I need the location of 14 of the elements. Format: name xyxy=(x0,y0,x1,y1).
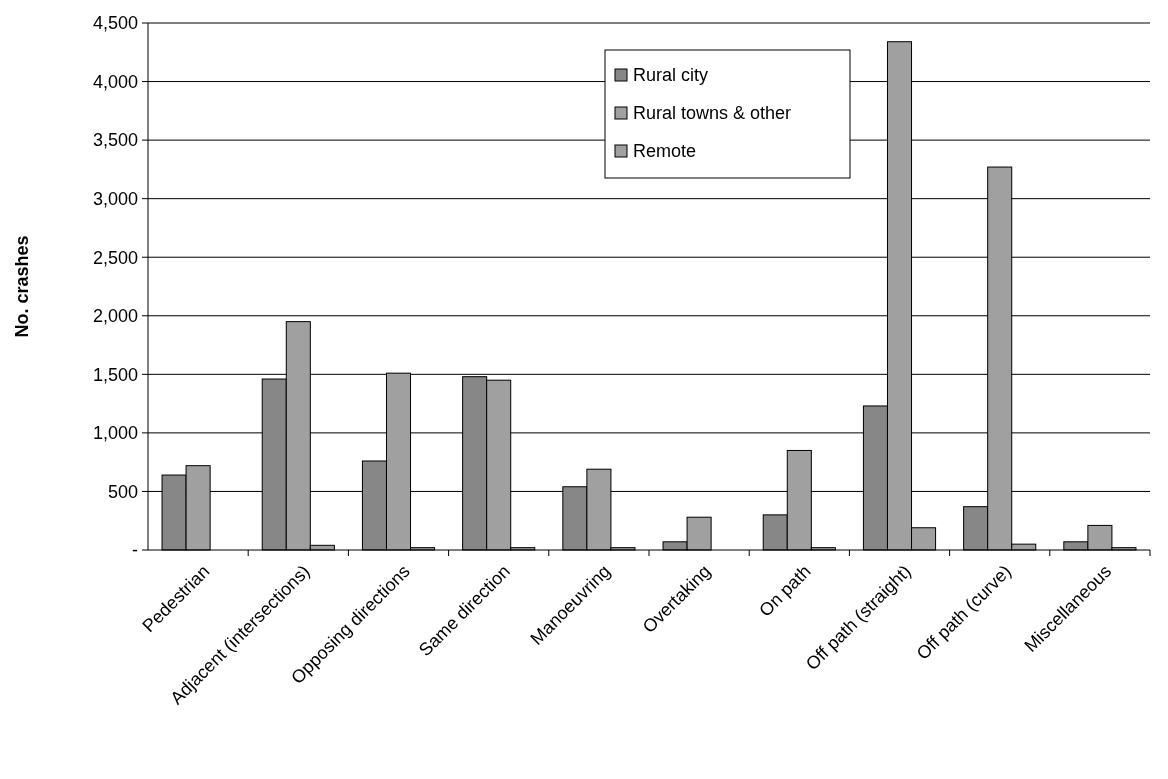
legend-label: Remote xyxy=(633,141,697,162)
y-tick-label: 1,000 xyxy=(92,423,138,444)
y-tick-label: 500 xyxy=(107,481,138,502)
y-tick-label: 2,000 xyxy=(92,306,138,327)
y-tick-label: 1,500 xyxy=(92,364,138,385)
y-tick-label: 4,000 xyxy=(92,71,138,92)
y-tick-label: 4,500 xyxy=(92,13,138,34)
legend-label: Rural towns & other xyxy=(633,103,792,124)
y-tick-label: 3,000 xyxy=(92,188,138,209)
y-tick-label: - xyxy=(132,540,138,561)
y-tick-label: 3,500 xyxy=(92,130,138,151)
y-axis-title: No. crashes xyxy=(12,235,32,338)
legend-label: Rural city xyxy=(633,65,709,86)
y-tick-label: 2,500 xyxy=(92,247,138,268)
